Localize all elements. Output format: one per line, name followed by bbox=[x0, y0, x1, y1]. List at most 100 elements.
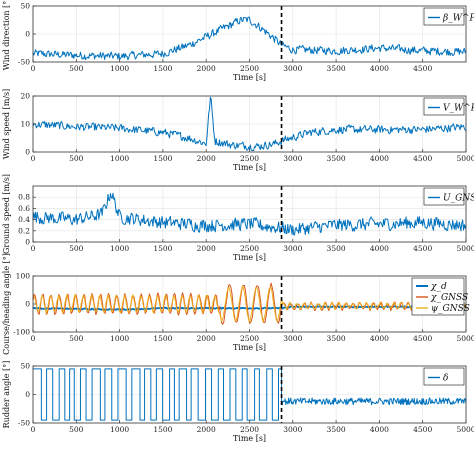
x-axis-label: Time [s] bbox=[233, 163, 266, 172]
x-tick-label: 4000 bbox=[370, 334, 389, 343]
legend-label-1: δ bbox=[443, 374, 448, 384]
x-tick-label: 5000 bbox=[456, 154, 474, 163]
panel-5: 0 500 1000 1500 2000 2500 3000 3500 4000 4500 5000… bbox=[2, 361, 474, 443]
x-tick-label: 3500 bbox=[327, 334, 346, 343]
y-tick-label: 0.6 bbox=[18, 204, 30, 213]
x-tick-label: 4500 bbox=[413, 154, 432, 163]
x-axis-label: Time [s] bbox=[233, 434, 266, 443]
x-tick-label: 5000 bbox=[456, 425, 474, 434]
x-tick-label: 1000 bbox=[110, 425, 129, 434]
x-tick-label: 1000 bbox=[110, 244, 129, 253]
x-tick-label: 0 bbox=[31, 154, 36, 163]
y-tick-label: 0 bbox=[25, 300, 30, 309]
x-tick-label: 5000 bbox=[456, 334, 474, 343]
x-tick-label: 500 bbox=[69, 244, 84, 253]
legend-box bbox=[423, 97, 465, 116]
x-tick-label: 4000 bbox=[370, 425, 389, 434]
x-tick-label: 500 bbox=[69, 64, 84, 73]
y-tick-label: -100 bbox=[13, 328, 30, 337]
series-line-3 bbox=[32, 286, 467, 323]
x-tick-label: 2000 bbox=[197, 154, 216, 163]
y-axis-label: Wind direction [°] bbox=[2, 0, 11, 70]
x-tick-label: 0 bbox=[31, 244, 36, 253]
y-tick-label: 10 bbox=[20, 120, 30, 129]
x-tick-label: 4500 bbox=[413, 334, 432, 343]
y-tick-label: 0 bbox=[25, 390, 30, 399]
x-tick-label: 1000 bbox=[110, 334, 129, 343]
x-tick-label: 3000 bbox=[283, 154, 302, 163]
y-tick-label: 50 bbox=[20, 362, 30, 371]
x-tick-label: 3000 bbox=[283, 64, 302, 73]
legend-box bbox=[423, 187, 465, 206]
x-tick-label: 4500 bbox=[413, 244, 432, 253]
y-tick-label: 20 bbox=[20, 92, 30, 101]
x-tick-label: 0 bbox=[31, 425, 36, 434]
x-tick-label: 0 bbox=[31, 334, 36, 343]
y-tick-label: 50 bbox=[20, 2, 30, 11]
x-tick-label: 3000 bbox=[283, 244, 302, 253]
x-tick-label: 1500 bbox=[153, 64, 172, 73]
x-tick-label: 2500 bbox=[240, 334, 259, 343]
x-tick-label: 2000 bbox=[197, 425, 216, 434]
x-tick-label: 2500 bbox=[240, 244, 259, 253]
series-line-1 bbox=[32, 192, 467, 236]
y-tick-label: -50 bbox=[18, 419, 30, 428]
y-tick-label: 0.2 bbox=[18, 226, 30, 235]
x-axis-label: Time [s] bbox=[233, 73, 266, 82]
x-tick-label: 4500 bbox=[413, 64, 432, 73]
x-tick-label: 2500 bbox=[240, 64, 259, 73]
y-axis-label: Ground speed [m/s] bbox=[2, 174, 11, 254]
y-tick-label: 0 bbox=[25, 30, 30, 39]
x-tick-label: 1500 bbox=[153, 334, 172, 343]
x-tick-label: 1500 bbox=[153, 425, 172, 434]
y-tick-label: 0 bbox=[25, 148, 30, 157]
x-tick-label: 3500 bbox=[327, 244, 346, 253]
x-tick-label: 0 bbox=[31, 64, 36, 73]
x-tick-label: 1000 bbox=[110, 64, 129, 73]
x-tick-label: 3500 bbox=[327, 64, 346, 73]
x-tick-label: 4000 bbox=[370, 154, 389, 163]
x-tick-label: 2500 bbox=[240, 154, 259, 163]
y-axis-label: Wind speed [m/s] bbox=[2, 89, 11, 159]
x-tick-label: 2000 bbox=[197, 64, 216, 73]
x-axis-label: Time [s] bbox=[233, 253, 266, 262]
series-line-1 bbox=[33, 368, 467, 421]
x-tick-label: 500 bbox=[69, 334, 84, 343]
x-tick-label: 4500 bbox=[413, 425, 432, 434]
panel-3: 0 500 1000 1500 2000 2500 3000 3500 4000 4500 5000… bbox=[2, 174, 474, 262]
y-tick-label: 100 bbox=[16, 272, 31, 281]
x-tick-label: 3000 bbox=[283, 425, 302, 434]
legend-box bbox=[423, 367, 465, 386]
legend-box bbox=[423, 7, 465, 26]
x-tick-label: 1500 bbox=[153, 154, 172, 163]
y-tick-label: 0.8 bbox=[18, 193, 30, 202]
x-tick-label: 2500 bbox=[240, 425, 259, 434]
panel-1: 0 500 1000 1500 2000 2500 3000 3500 4000 4500-500… bbox=[2, 0, 474, 82]
x-tick-label: 4000 bbox=[370, 64, 389, 73]
legend-label-1: β_W^P bbox=[442, 14, 474, 24]
y-tick-label: 0.4 bbox=[18, 215, 30, 224]
x-tick-label: 2000 bbox=[197, 244, 216, 253]
x-tick-label: 1000 bbox=[110, 154, 129, 163]
legend-label-1: χ_d bbox=[430, 282, 447, 292]
legend-label-1: U_GNSS bbox=[443, 194, 474, 204]
x-tick-label: 5000 bbox=[456, 244, 474, 253]
panel-4: 0 500 1000 1500 2000 2500 3000 3500 4000 4500 5000… bbox=[2, 253, 474, 355]
y-tick-label: 0 bbox=[25, 238, 30, 247]
y-tick-label: -50 bbox=[18, 58, 30, 67]
x-tick-label: 500 bbox=[69, 154, 84, 163]
x-tick-label: 2000 bbox=[197, 334, 216, 343]
legend-label-1: V_W^P bbox=[443, 104, 474, 114]
panel-2: 0 500 1000 1500 2000 2500 3000 3500 4000 4500 5000… bbox=[2, 89, 474, 172]
series-line-1 bbox=[32, 16, 467, 61]
x-tick-label: 3500 bbox=[327, 154, 346, 163]
series-line-2 bbox=[32, 282, 467, 325]
y-axis-label: Course/heading angle [°] bbox=[2, 253, 11, 355]
y-axis-label: Rudder angle [°] bbox=[2, 361, 11, 429]
x-axis-label: Time [s] bbox=[233, 343, 266, 352]
series-line-1 bbox=[32, 96, 467, 152]
x-tick-label: 3000 bbox=[283, 334, 302, 343]
x-tick-label: 500 bbox=[69, 425, 84, 434]
x-tick-label: 3500 bbox=[327, 425, 346, 434]
